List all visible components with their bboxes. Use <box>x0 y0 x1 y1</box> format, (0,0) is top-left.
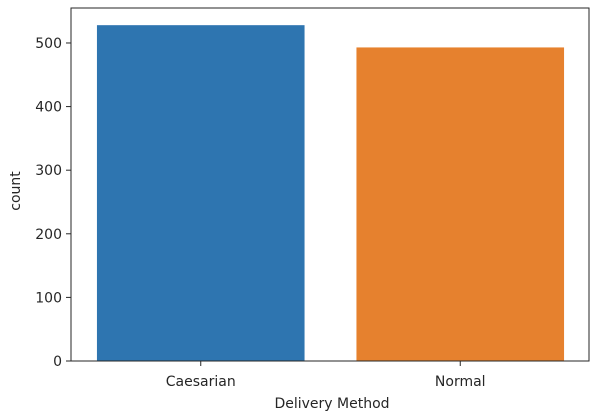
plot-area <box>70 7 590 362</box>
y-tick-label: 0 <box>53 354 62 370</box>
x-tick-label: Normal <box>435 374 486 390</box>
y-axis-ticks: 0 100 200 300 400 500 <box>35 36 71 370</box>
x-tick-label: Caesarian <box>166 374 236 390</box>
y-tick-label: 400 <box>35 100 62 116</box>
y-axis-label: count <box>8 171 24 211</box>
y-tick-label: 300 <box>35 163 62 179</box>
axes-frame <box>70 7 590 362</box>
bar-caesarian <box>96 25 305 361</box>
y-tick-label: 200 <box>35 227 62 243</box>
x-axis-ticks: Caesarian Normal <box>166 361 486 390</box>
x-axis-label: Delivery Method <box>274 396 389 412</box>
y-tick-label: 500 <box>35 36 62 52</box>
y-tick-label: 100 <box>35 290 62 306</box>
bar-normal <box>356 47 565 361</box>
